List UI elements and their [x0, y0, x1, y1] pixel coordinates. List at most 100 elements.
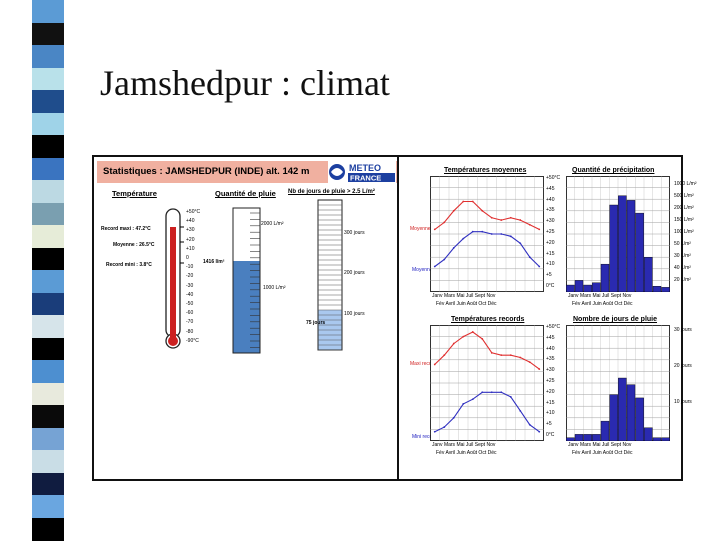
- y-tick-label: +45: [546, 185, 555, 192]
- data-point: [528, 223, 531, 226]
- y-tick-label: +45: [546, 334, 555, 341]
- data-point: [433, 228, 436, 231]
- y-tick-label: 30 jours: [674, 327, 692, 333]
- y-tick-label: 1000 L/m²: [674, 181, 697, 187]
- precip-chart: [566, 176, 670, 292]
- bar-block: [32, 405, 64, 428]
- months-top-4: Janv Mars Mai Juil Sept Nov: [568, 442, 632, 448]
- days-value-label: 75 jours: [306, 320, 326, 326]
- data-point: [452, 416, 455, 419]
- bar-block: [32, 22, 64, 46]
- data-point: [528, 361, 531, 364]
- days-mark-300: 300 jours: [344, 230, 365, 236]
- thermo-scale-label: +20: [186, 236, 195, 243]
- data-point: [452, 209, 455, 212]
- bar-block: [32, 427, 64, 451]
- data-point: [481, 338, 484, 340]
- y-tick-label: +25: [546, 229, 555, 235]
- data-point: [509, 235, 512, 238]
- y-tick-label: +15: [546, 399, 555, 406]
- data-point: [528, 423, 531, 426]
- bar: [609, 394, 618, 441]
- data-point: [509, 216, 512, 219]
- bar-block: [32, 270, 64, 293]
- data-point: [443, 354, 446, 357]
- stats-title: Statistiques : JAMSHEDPUR (INDE) alt. 14…: [103, 166, 310, 177]
- months-bottom-4: Fév Avril Juin Août Oct Déc: [572, 450, 633, 456]
- days-mark-100: 100 jours: [344, 311, 365, 317]
- precip-title: Quantité de précipitation: [572, 167, 655, 174]
- bar-block: [32, 472, 64, 496]
- y-tick-label: 20 jours: [674, 363, 692, 369]
- bar: [600, 263, 610, 292]
- data-point: [471, 331, 474, 333]
- thermo-scale-label: +40: [186, 218, 195, 225]
- months-top-3: Janv Mars Mai Juil Sept Nov: [432, 442, 496, 448]
- y-tick-label: +30: [546, 218, 555, 225]
- data-point: [519, 356, 522, 359]
- data-point: [452, 247, 455, 249]
- bar-block: [32, 450, 64, 473]
- bar: [626, 200, 636, 292]
- bar-block: [32, 157, 64, 181]
- y-tick-label: 40 L/m²: [674, 265, 691, 271]
- y-tick-label: +10: [546, 410, 555, 417]
- y-tick-label: 150 L/m²: [674, 217, 694, 223]
- rain-quantity-heading: Quantité de pluie: [215, 189, 276, 198]
- data-point: [443, 221, 446, 224]
- data-point: [462, 237, 465, 240]
- y-tick-label: 50 L/m²: [674, 241, 691, 247]
- temp-moy-min-label: Moyenne mini: [412, 267, 444, 273]
- thermo-scale-label: -70: [186, 319, 194, 326]
- series-line: [434, 391, 540, 433]
- data-point: [500, 233, 503, 235]
- data-point: [538, 430, 541, 433]
- temp-rec-min-label: Mini record: [412, 434, 437, 440]
- data-point: [481, 209, 484, 212]
- bar-block: [32, 67, 64, 91]
- data-point: [490, 351, 493, 354]
- thermometer-icon: [165, 208, 184, 349]
- data-point: [500, 354, 503, 357]
- temp-rec-title: Températures records: [451, 316, 525, 323]
- bar-block: [32, 135, 64, 158]
- logo-line2: FRANCE: [350, 174, 381, 183]
- bar: [661, 437, 670, 441]
- bar: [592, 282, 601, 292]
- y-tick-label: +15: [546, 250, 555, 257]
- y-tick-label: +40: [546, 196, 555, 203]
- bar-block: [32, 382, 64, 406]
- data-point: [471, 200, 474, 203]
- data-point: [443, 426, 446, 428]
- data-point: [471, 398, 474, 401]
- temp-rec-max-label: Maxi record: [410, 361, 437, 367]
- rain-gauge-cylinder: [232, 207, 261, 354]
- bar: [644, 427, 653, 441]
- series-line: [434, 331, 540, 370]
- data-point: [481, 391, 484, 394]
- rain-mark-1000: 1000 L/m²: [263, 285, 286, 291]
- days-mark-200: 200 jours: [344, 270, 365, 276]
- series-line: [434, 200, 540, 230]
- bar: [644, 256, 653, 292]
- y-tick-label: +5: [546, 421, 552, 428]
- moyenne-label: Moyenne : 26.5°C: [113, 242, 155, 248]
- bar: [566, 284, 575, 292]
- y-tick-label: +5: [546, 272, 552, 279]
- data-point: [433, 363, 436, 366]
- bar-block: [32, 180, 64, 203]
- data-point: [538, 228, 541, 231]
- y-tick-label: +30: [546, 367, 555, 374]
- thermo-scale-label: -60: [186, 310, 194, 317]
- bar: [661, 287, 670, 292]
- thermo-scale-label: +30: [186, 227, 195, 234]
- bar-block: [32, 90, 64, 113]
- thermo-scale-label: -40: [186, 291, 194, 298]
- record-maxi-label: Record maxi : 47.2°C: [101, 226, 151, 232]
- y-tick-label: 0°C: [546, 283, 555, 289]
- bar: [652, 285, 662, 292]
- y-tick-label: 0°C: [546, 432, 555, 438]
- bar: [609, 204, 618, 292]
- data-point: [509, 396, 512, 398]
- y-tick-label: +50°C: [546, 175, 561, 181]
